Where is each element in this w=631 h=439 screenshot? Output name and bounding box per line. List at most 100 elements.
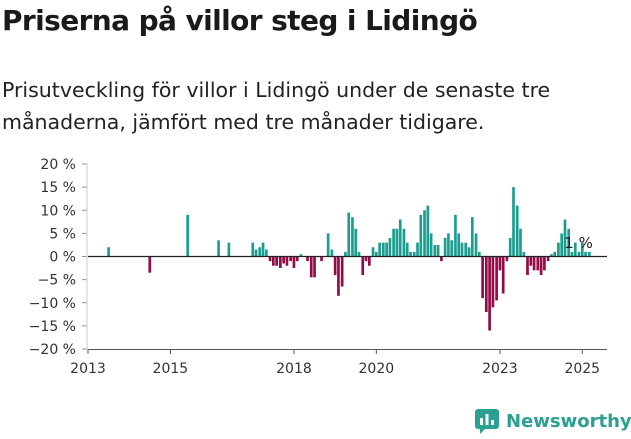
bar (333, 256, 337, 275)
bar (426, 205, 430, 257)
bar (580, 242, 584, 257)
bar (313, 256, 316, 278)
x-tick-label: 2025 (564, 361, 600, 377)
y-tick-label: 10 % (40, 203, 76, 219)
bar (371, 247, 375, 257)
bar (512, 187, 515, 257)
bar (550, 254, 553, 257)
bar (392, 228, 395, 257)
bar (557, 242, 560, 257)
bar (460, 242, 464, 257)
bar (505, 256, 509, 262)
bar (265, 249, 268, 257)
bar-series (107, 187, 591, 331)
bar (543, 256, 546, 271)
bar (447, 233, 450, 257)
x-tick-label: 2020 (359, 361, 395, 377)
bar (587, 251, 591, 257)
bar (416, 242, 419, 257)
bar (539, 256, 543, 275)
bar (454, 214, 457, 257)
brand-name: Newsworthy (506, 410, 631, 432)
bar (577, 251, 581, 257)
bar (254, 249, 258, 257)
bar (481, 256, 484, 299)
bar (299, 254, 303, 257)
bar (495, 256, 498, 301)
bar (491, 256, 495, 308)
y-tick-label: 20 % (40, 157, 76, 173)
chart-title: Priserna på villor steg i Lidingö (2, 4, 478, 37)
bar (385, 242, 388, 257)
y-axis: 20 % 15 % 10 % 5 % 0 % −5 % −10 % −15 % −20 % (29, 157, 88, 358)
bar (536, 256, 540, 271)
bar (275, 256, 278, 266)
newsworthy-brand[interactable]: Newsworthy (474, 406, 631, 436)
bar (532, 256, 536, 271)
annotations: 1 % (564, 234, 593, 252)
bar (289, 256, 292, 262)
y-tick-label: −15 % (29, 319, 76, 335)
bar (295, 256, 299, 262)
bar (367, 256, 371, 266)
bar (412, 251, 416, 257)
bar (477, 251, 481, 257)
bar (440, 256, 443, 262)
bar (467, 247, 471, 257)
bar (563, 219, 567, 257)
bar (423, 210, 426, 257)
bar (268, 256, 272, 262)
bar (508, 238, 512, 257)
bar (419, 214, 423, 257)
bar (320, 256, 323, 262)
bar (474, 233, 478, 257)
y-tick-label: −5 % (38, 273, 76, 289)
bar (340, 256, 344, 287)
bar (436, 244, 440, 257)
bar (351, 217, 354, 257)
bar (498, 256, 502, 271)
bar (567, 228, 571, 257)
bar (409, 251, 412, 257)
bar (388, 238, 392, 257)
bar (519, 228, 522, 257)
bar (148, 256, 152, 273)
bar (330, 249, 334, 257)
bar (405, 242, 409, 257)
bar (570, 251, 574, 257)
bar (272, 256, 275, 266)
bar (553, 251, 557, 257)
bar (354, 228, 358, 257)
bar (402, 228, 406, 257)
bar (470, 217, 474, 257)
x-axis: 2013 2015 2018 2020 2023 2025 (70, 349, 607, 377)
bar (306, 256, 309, 262)
bar-chart: 20 % 15 % 10 % 5 % 0 % −5 % −10 % −15 % −20 % 20… (29, 157, 607, 377)
x-tick-label: 2013 (70, 361, 106, 377)
y-tick-label: 5 % (49, 226, 76, 242)
bar (251, 242, 255, 257)
bar (347, 212, 351, 257)
bar (501, 256, 505, 294)
bar (450, 240, 454, 257)
bar (382, 242, 385, 257)
bar (292, 256, 296, 269)
y-tick-label: 15 % (40, 180, 76, 196)
bar (443, 238, 447, 257)
bar (584, 251, 587, 257)
bar (546, 256, 550, 262)
bar (344, 251, 347, 257)
bar (398, 219, 402, 257)
bar (522, 251, 526, 257)
annotation-label: 1 % (564, 234, 593, 252)
bar (107, 247, 110, 257)
bar (285, 256, 289, 266)
newsworthy-logo-icon (475, 409, 499, 434)
bar (488, 256, 491, 331)
x-tick-label: 2018 (276, 361, 312, 377)
y-tick-label: −10 % (29, 296, 76, 312)
bar (261, 242, 265, 257)
bar (457, 233, 461, 257)
bar (357, 251, 361, 257)
bar (361, 256, 365, 275)
